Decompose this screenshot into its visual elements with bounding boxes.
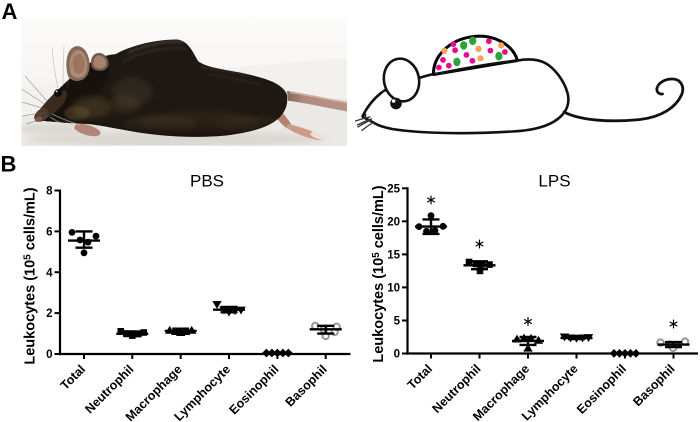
svg-text:25: 25: [387, 183, 400, 195]
svg-text:Basophil: Basophil: [630, 362, 677, 409]
svg-text:8: 8: [46, 186, 53, 198]
svg-text:Leukocytes (105 cells/mL): Leukocytes (105 cells/mL): [23, 187, 39, 364]
svg-text:PBS: PBS: [190, 172, 224, 191]
svg-text:4: 4: [46, 267, 53, 279]
svg-text:B: B: [1, 152, 17, 177]
svg-text:Total: Total: [58, 362, 88, 392]
svg-text:0: 0: [46, 349, 52, 361]
svg-text:10: 10: [387, 283, 400, 295]
svg-text:15: 15: [387, 250, 400, 262]
svg-text:Basophil: Basophil: [283, 362, 330, 409]
svg-text:6: 6: [46, 227, 52, 239]
svg-text:Eosinophil: Eosinophil: [574, 362, 629, 417]
svg-text:Total: Total: [405, 362, 435, 392]
svg-text:5: 5: [394, 316, 401, 328]
svg-text:20: 20: [387, 216, 400, 228]
svg-text:LPS: LPS: [538, 172, 570, 191]
svg-text:A: A: [2, 0, 18, 24]
svg-text:Leukocytes (105 cells/mL): Leukocytes (105 cells/mL): [371, 185, 387, 362]
svg-text:Eosinophil: Eosinophil: [226, 362, 281, 417]
svg-text:0: 0: [394, 349, 400, 361]
svg-text:2: 2: [46, 308, 52, 320]
